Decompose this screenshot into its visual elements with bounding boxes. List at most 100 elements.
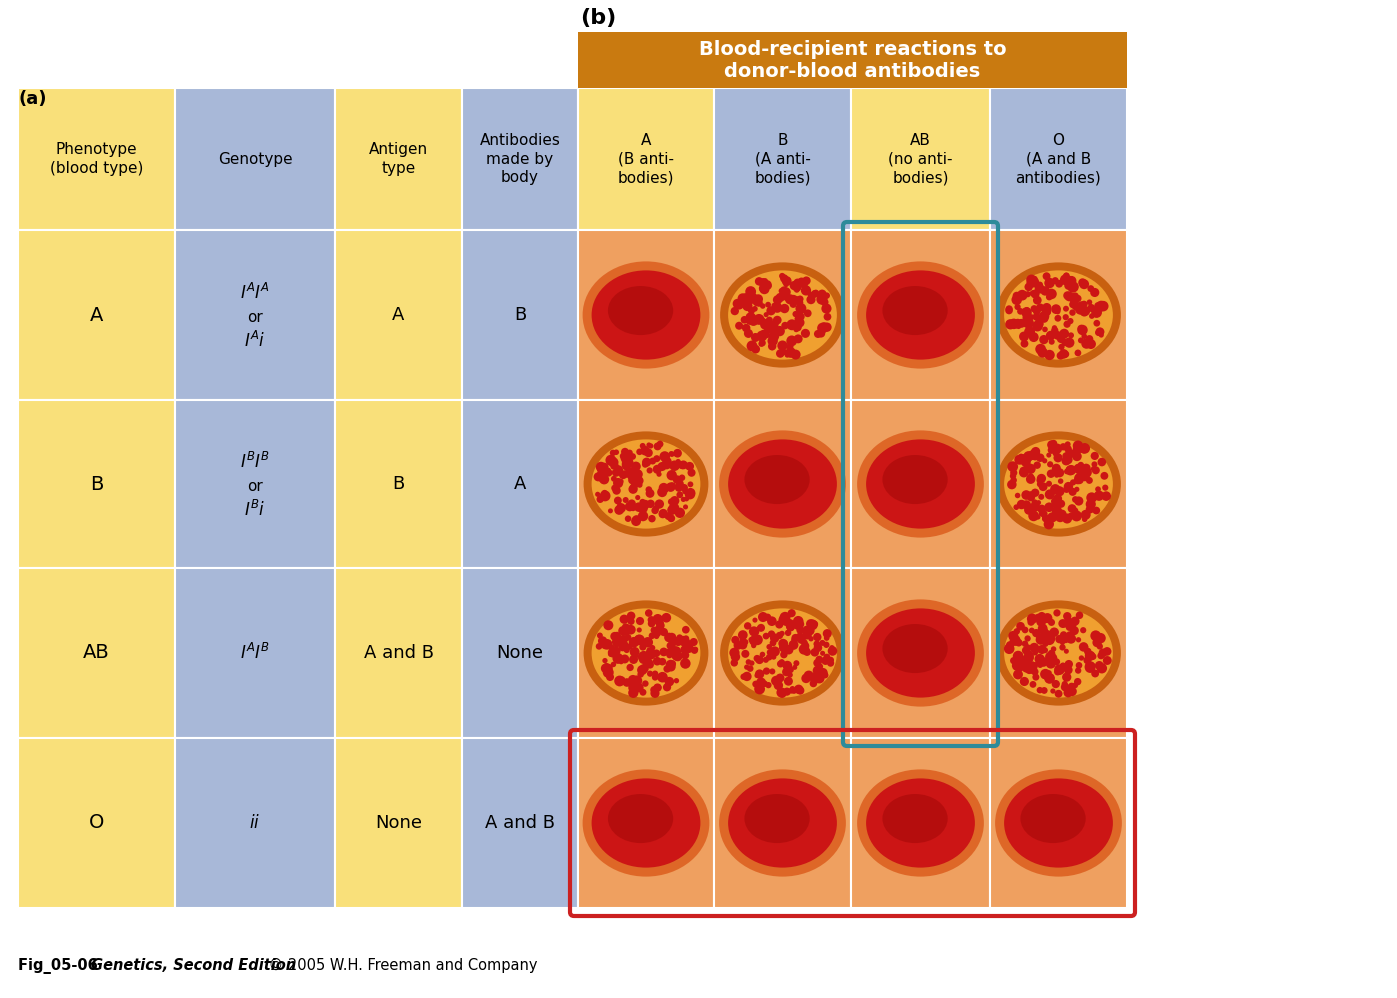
Circle shape [1006,641,1014,650]
Circle shape [669,661,676,667]
Circle shape [756,626,761,631]
Bar [175,738,335,908]
Circle shape [763,668,770,675]
Circle shape [1059,328,1069,338]
Circle shape [624,458,633,466]
Text: or: or [247,478,263,493]
Circle shape [1039,627,1048,636]
Circle shape [683,488,689,494]
Circle shape [1042,514,1049,521]
Circle shape [620,635,629,644]
Circle shape [1020,660,1030,670]
Circle shape [1037,477,1044,484]
Circle shape [668,472,673,479]
Circle shape [813,289,819,296]
Circle shape [792,282,802,291]
Circle shape [1077,462,1084,468]
Circle shape [1052,450,1059,457]
Circle shape [1016,323,1021,329]
Circle shape [809,673,820,683]
Circle shape [1077,301,1085,309]
Circle shape [1055,468,1065,477]
Circle shape [1098,649,1108,658]
Circle shape [631,676,643,686]
Circle shape [1095,661,1104,670]
Circle shape [785,630,791,636]
Circle shape [774,301,781,308]
Circle shape [1063,612,1071,621]
Circle shape [1017,500,1027,509]
Circle shape [1051,447,1056,453]
Circle shape [1004,644,1014,654]
Circle shape [1055,472,1059,478]
Circle shape [775,349,785,358]
Circle shape [1063,516,1069,521]
Circle shape [610,632,619,641]
Circle shape [739,637,746,644]
Circle shape [620,655,629,664]
Circle shape [1060,683,1069,692]
Circle shape [785,347,796,358]
Circle shape [652,614,664,625]
Circle shape [1071,508,1078,514]
Circle shape [752,643,756,649]
Text: Genetics, Second Edition: Genetics, Second Edition [87,958,296,973]
Circle shape [768,342,777,350]
Circle shape [1034,662,1039,667]
Circle shape [1014,455,1024,465]
Circle shape [1083,510,1090,517]
Circle shape [1078,642,1088,652]
Circle shape [1014,628,1020,635]
Circle shape [1013,656,1020,662]
Circle shape [731,652,740,662]
Circle shape [1032,307,1041,315]
Circle shape [760,329,767,336]
Circle shape [1067,504,1077,513]
Circle shape [752,345,760,353]
Circle shape [1070,479,1076,486]
Circle shape [669,503,679,513]
Circle shape [610,662,616,668]
Circle shape [669,483,676,490]
Circle shape [1085,339,1095,349]
Text: Phenotype
(blood type): Phenotype (blood type) [50,142,142,176]
Circle shape [676,480,683,488]
Circle shape [1018,658,1025,665]
Text: A
(B anti-
bodies): A (B anti- bodies) [617,133,675,185]
Circle shape [746,340,757,351]
Circle shape [610,476,617,482]
Circle shape [1042,326,1048,332]
Circle shape [830,645,834,651]
Circle shape [616,503,626,513]
Bar [462,400,578,568]
Ellipse shape [996,262,1120,367]
Circle shape [820,322,828,330]
Circle shape [1017,454,1028,465]
Text: A and B: A and B [485,814,555,832]
Circle shape [1085,505,1094,514]
Circle shape [631,516,641,526]
Ellipse shape [866,609,975,698]
Circle shape [1098,652,1105,660]
Ellipse shape [591,439,700,529]
Circle shape [652,505,659,512]
Circle shape [654,634,659,639]
Circle shape [686,488,696,498]
Circle shape [1066,449,1074,458]
Circle shape [599,490,610,501]
Circle shape [795,303,806,314]
Circle shape [1052,443,1062,454]
Circle shape [782,618,789,626]
Circle shape [789,686,795,692]
Circle shape [1055,314,1062,321]
Circle shape [1044,287,1048,292]
Circle shape [1067,683,1076,691]
Circle shape [1037,617,1046,627]
Circle shape [780,286,788,293]
Text: A: A [393,306,405,324]
Bar [578,568,714,738]
Circle shape [747,307,754,314]
Circle shape [1067,687,1077,697]
Ellipse shape [1004,778,1113,867]
Circle shape [608,648,617,658]
